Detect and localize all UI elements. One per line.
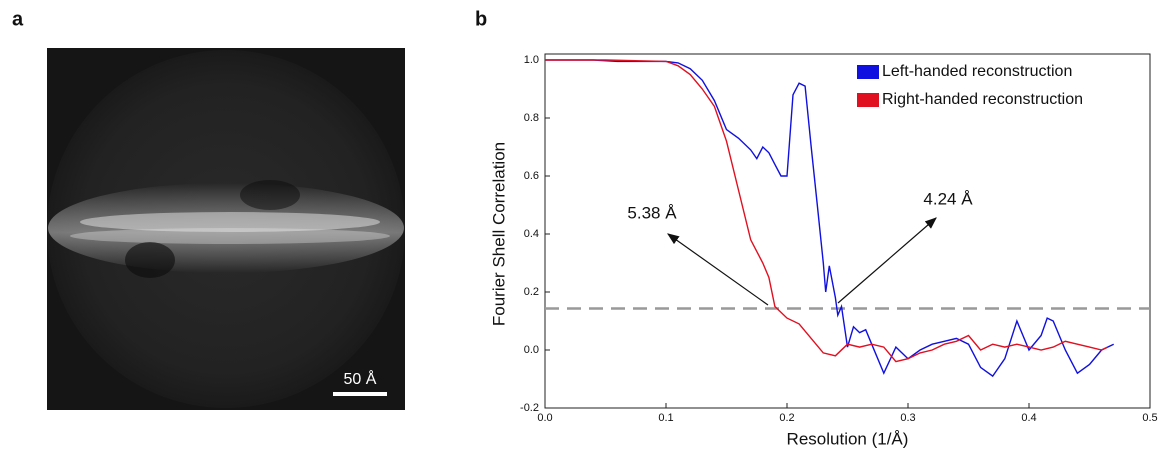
y-tick-label: 0.4 xyxy=(524,228,539,240)
arrow xyxy=(667,233,769,306)
series-line xyxy=(545,59,1115,378)
scale-bar-label: 50 Å xyxy=(344,369,377,388)
annotation: 4.24 Å xyxy=(923,189,973,208)
y-axis-label: Fourier Shell Correlation xyxy=(489,142,508,326)
y-tick-label: -0.2 xyxy=(520,402,539,414)
panel-label: a xyxy=(12,8,24,30)
micrograph: 50 Å xyxy=(47,48,405,410)
panel-label: b xyxy=(475,8,487,30)
x-axis-label: Resolution (1/Å) xyxy=(787,429,909,448)
y-tick-label: 0.8 xyxy=(524,112,539,124)
plot-frame xyxy=(544,53,1151,409)
legend-swatch xyxy=(857,93,879,107)
x-tick-label: 0.2 xyxy=(779,412,794,424)
y-tick-label: 1.0 xyxy=(524,54,539,66)
legend-label: Left-handed reconstruction xyxy=(882,63,1072,80)
annotation: 5.38 Å xyxy=(627,203,677,222)
legend-swatch xyxy=(857,65,879,79)
x-tick-label: 0.3 xyxy=(900,412,915,424)
y-tick-label: 0.6 xyxy=(524,170,539,182)
x-tick-label: 0.4 xyxy=(1021,412,1036,424)
fsc-chart: 0.0 0.1 0.2 0.3 0.4 0.5-0.20.00.20.40.60.81.0… xyxy=(489,53,1158,448)
x-tick-label: 0.0 xyxy=(537,412,552,424)
legend-label: Right-handed reconstruction xyxy=(882,91,1083,108)
series-line xyxy=(545,59,1109,363)
y-tick-label: 0.0 xyxy=(524,344,539,356)
y-tick-label: 0.2 xyxy=(524,286,539,298)
x-tick-label: 0.1 xyxy=(658,412,673,424)
x-tick-label: 0.5 xyxy=(1142,412,1157,424)
arrow xyxy=(837,217,937,304)
